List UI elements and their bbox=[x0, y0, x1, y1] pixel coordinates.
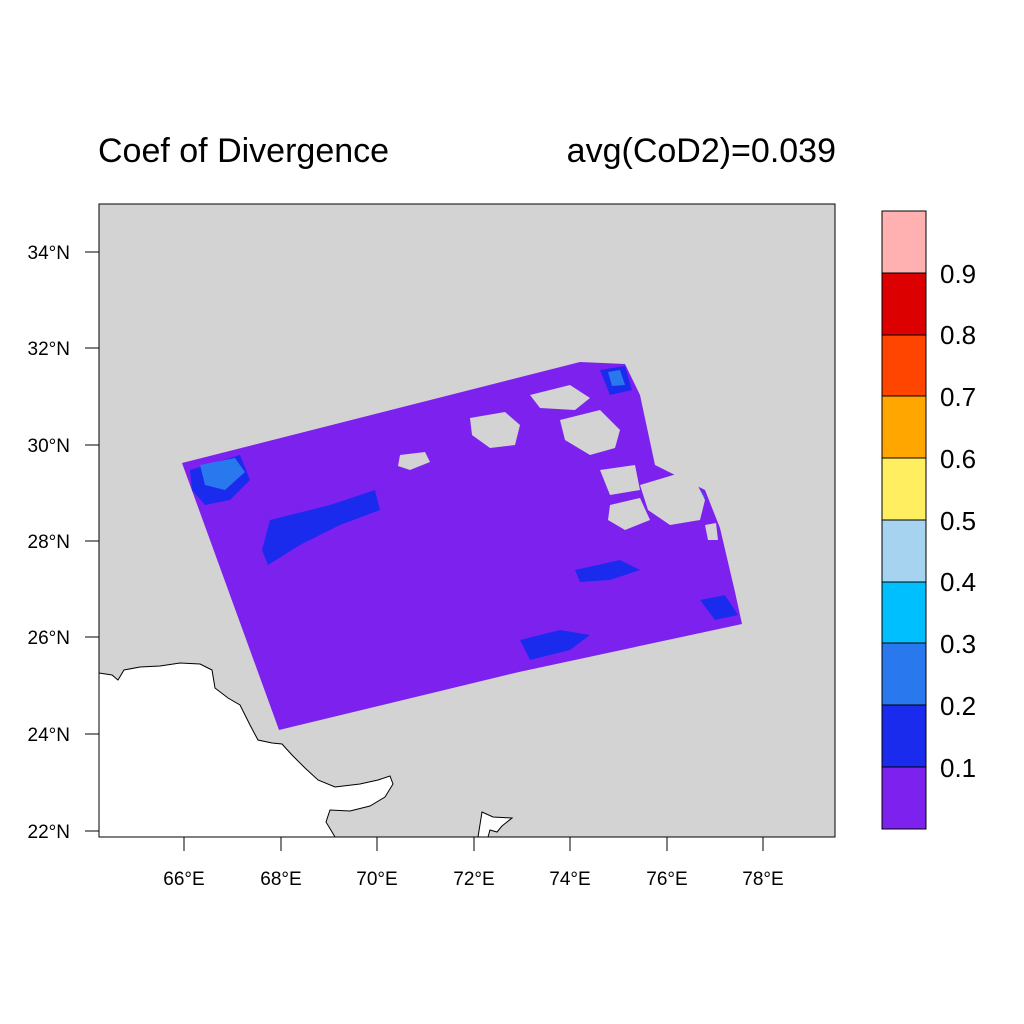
lon-tick-label: 72°E bbox=[453, 869, 494, 890]
lat-tick-label: 24°N bbox=[28, 725, 70, 746]
lat-tick-label: 28°N bbox=[28, 532, 70, 553]
colorbar-swatch bbox=[881, 642, 927, 706]
lat-tick-label: 30°N bbox=[28, 436, 70, 457]
colorbar-label: 0.9 bbox=[940, 259, 976, 289]
map-average-stat: avg(CoD2)=0.039 bbox=[566, 132, 836, 170]
colorbar-label: 0.2 bbox=[940, 691, 976, 721]
colorbar-swatch bbox=[881, 210, 927, 274]
lat-tick-label: 34°N bbox=[28, 243, 70, 264]
colorbar-label: 0.1 bbox=[940, 753, 976, 783]
colorbar-label: 0.3 bbox=[940, 629, 976, 659]
lon-axis bbox=[183, 837, 764, 851]
colorbar-label: 0.7 bbox=[940, 382, 976, 412]
map-title: Coef of Divergence bbox=[98, 132, 390, 170]
colorbar-swatch bbox=[881, 272, 927, 336]
lon-tick-label: 78°E bbox=[742, 869, 783, 890]
lon-tick-label: 70°E bbox=[356, 869, 397, 890]
lon-tick-label: 66°E bbox=[163, 869, 204, 890]
colorbar-swatch bbox=[881, 395, 927, 459]
missing-data-gaps bbox=[398, 385, 718, 540]
lat-tick-label: 22°N bbox=[28, 822, 70, 843]
land-coastline bbox=[98, 662, 394, 838]
colorbar-swatch bbox=[881, 704, 927, 768]
colorbar-label: 0.8 bbox=[940, 320, 976, 350]
colorbar-swatch bbox=[881, 581, 927, 644]
colorbar: 0.1 0.2 0.3 0.4 0.5 0.6 0.7 0.8 0.9 bbox=[881, 210, 976, 830]
map-frame bbox=[98, 203, 836, 838]
lat-tick-label: 26°N bbox=[28, 628, 70, 649]
colorbar-label: 0.6 bbox=[940, 444, 976, 474]
lon-tick-label: 76°E bbox=[646, 869, 687, 890]
lon-tick-label: 74°E bbox=[549, 869, 590, 890]
land-peninsula bbox=[477, 811, 514, 838]
lat-axis bbox=[85, 251, 99, 832]
data-swath bbox=[182, 362, 742, 730]
colorbar-swatch bbox=[881, 519, 927, 583]
colorbar-swatch bbox=[881, 766, 927, 830]
lon-tick-label: 68°E bbox=[260, 869, 301, 890]
lat-tick-label: 32°N bbox=[28, 339, 70, 360]
colorbar-label: 0.5 bbox=[940, 506, 976, 536]
colorbar-swatch bbox=[881, 334, 927, 397]
colorbar-label: 0.4 bbox=[940, 567, 976, 597]
colorbar-swatch bbox=[881, 457, 927, 521]
